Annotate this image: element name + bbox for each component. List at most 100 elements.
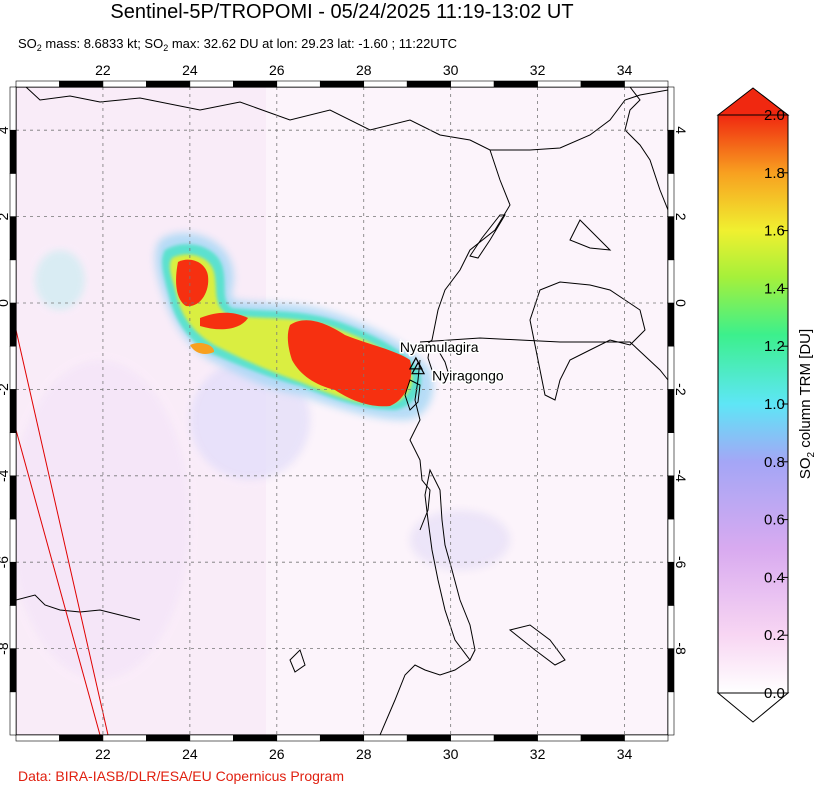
band-right xyxy=(667,216,675,261)
lon-label-bottom: 28 xyxy=(356,746,372,762)
band-left xyxy=(9,691,17,736)
data-credit: Data: BIRA-IASB/DLR/ESA/EU Copernicus Pr… xyxy=(18,768,344,784)
band-bottom xyxy=(537,734,582,742)
band-left xyxy=(9,173,17,217)
lat-label-left: 4 xyxy=(0,126,11,134)
lon-label-top: 24 xyxy=(182,62,198,78)
eastern-border xyxy=(624,87,668,211)
band-top xyxy=(406,80,451,88)
colorbar: 0.0 0.2 0.4 0.6 0.8 1.0 1.2 1.4 1.6 1.8 2.0 SO2 co… xyxy=(716,87,815,723)
lake-kyoga xyxy=(569,219,612,251)
colorbar-ticks: 0.0 0.2 0.4 0.6 0.8 1.0 1.2 1.4 1.6 1.8 2.0 xyxy=(764,107,788,702)
band-top xyxy=(15,80,60,88)
lon-label-top: 32 xyxy=(530,62,546,78)
graticule xyxy=(16,87,668,735)
lat-label-right: 0 xyxy=(673,299,689,307)
band-bottom xyxy=(493,734,538,742)
band-left xyxy=(9,259,17,304)
rwanda-border xyxy=(409,359,431,531)
lat-label-left: 0 xyxy=(0,299,11,307)
lat-label-right: -2 xyxy=(673,383,689,396)
colorbar-tick-label: 1.4 xyxy=(764,280,785,297)
colorbar-gradient xyxy=(717,114,789,694)
lake-mweru xyxy=(289,649,306,673)
so2-plume xyxy=(155,232,434,420)
lon-label-bottom: 26 xyxy=(269,746,285,762)
colorbar-tick-label: 0.4 xyxy=(764,569,785,586)
angola-border xyxy=(16,594,141,621)
band-left xyxy=(9,86,17,131)
lat-label-left: -8 xyxy=(0,642,11,655)
so2-background-noise xyxy=(16,87,510,735)
band-right xyxy=(667,691,675,736)
borders-and-lakes xyxy=(16,87,668,735)
lat-label-right: 4 xyxy=(673,126,689,134)
uganda-border xyxy=(419,149,511,351)
lon-label-top: 30 xyxy=(443,62,459,78)
band-right xyxy=(667,173,675,217)
lat-label-left: 2 xyxy=(0,212,11,220)
lat-label-right: -8 xyxy=(673,642,689,655)
lon-label-bottom: 24 xyxy=(182,746,198,762)
band-left xyxy=(9,345,17,390)
lat-label-right: -6 xyxy=(673,556,689,569)
band-top xyxy=(493,80,538,88)
band-bottom xyxy=(450,734,495,742)
lon-label-bottom: 30 xyxy=(443,746,459,762)
colorbar-tick-label: 1.0 xyxy=(764,396,785,413)
colorbar-bottom-arrow xyxy=(716,692,790,723)
so2-summary: SO2 mass: 8.6833 kt; SO2 max: 32.62 DU a… xyxy=(18,36,457,53)
lat-label-left: -4 xyxy=(0,469,11,482)
lon-label-bottom: 34 xyxy=(617,746,633,762)
volcano-label-nyiragongo: Nyiragongo xyxy=(432,368,504,384)
map-panel: Nyamulagira Nyiragongo xyxy=(16,87,668,735)
band-top xyxy=(363,80,408,88)
band-left xyxy=(9,129,17,174)
colorbar-tick-label: 1.2 xyxy=(764,338,785,355)
band-top xyxy=(102,80,147,88)
lake-albert xyxy=(469,214,506,259)
band-bottom xyxy=(102,734,147,742)
lon-label-bottom: 22 xyxy=(95,746,111,762)
lat-label-right: 2 xyxy=(673,213,689,221)
lake-edward xyxy=(427,344,449,381)
tanzania-border xyxy=(419,337,668,381)
band-bottom xyxy=(406,734,451,742)
volcano-triangle-icon xyxy=(411,361,426,375)
band-top xyxy=(189,80,234,88)
band-top xyxy=(59,80,104,88)
band-top xyxy=(233,80,278,88)
lon-label-top: 26 xyxy=(269,62,285,78)
lon-label-top: 28 xyxy=(356,62,372,78)
lon-label-top: 22 xyxy=(95,62,111,78)
band-bottom xyxy=(146,734,191,742)
lake-tanganyika xyxy=(424,468,476,661)
lake-victoria xyxy=(529,281,646,401)
band-left xyxy=(9,432,17,477)
band-top xyxy=(319,80,365,88)
band-right xyxy=(667,259,675,304)
band-top xyxy=(276,80,321,88)
axis-tick-labels: 2222242426262828303032323434442200-2-2-4… xyxy=(0,62,689,762)
colorbar-tick-label: 0.8 xyxy=(764,454,785,471)
southern-border xyxy=(379,659,471,735)
band-left xyxy=(9,605,17,649)
band-right xyxy=(667,86,675,131)
band-right xyxy=(667,648,675,693)
band-left xyxy=(9,216,17,261)
lon-label-bottom: 32 xyxy=(530,746,546,762)
lon-label-top: 34 xyxy=(617,62,633,78)
colorbar-tick-label: 0.0 xyxy=(764,685,785,702)
band-bottom xyxy=(276,734,321,742)
colorbar-tick-label: 2.0 xyxy=(764,107,785,124)
band-left xyxy=(9,302,17,347)
colorbar-tick-label: 0.6 xyxy=(764,512,785,529)
band-top xyxy=(450,80,495,88)
band-bottom xyxy=(15,734,60,742)
lat-label-left: -2 xyxy=(0,383,11,396)
band-bottom xyxy=(580,734,625,742)
lake-kivu xyxy=(404,379,421,411)
lat-label-left: -6 xyxy=(0,556,11,569)
band-top xyxy=(624,80,669,88)
